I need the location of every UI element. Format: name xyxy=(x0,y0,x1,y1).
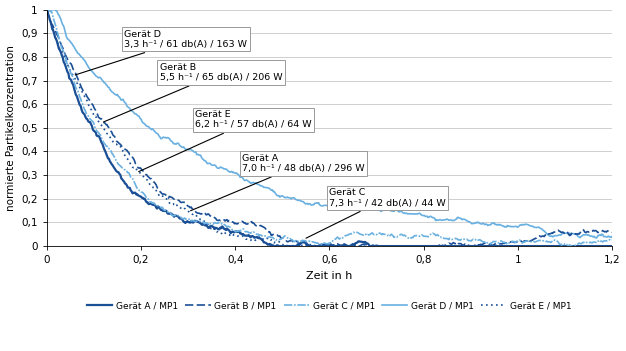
Gerät C / MP1 xyxy=(143,196,150,200)
Gerät D / MP1 xyxy=(143,124,150,128)
Gerät C / MP1 xyxy=(43,7,51,12)
Gerät D / MP1 xyxy=(188,148,196,152)
Gerät A / MP1 xyxy=(188,220,196,225)
Gerät D / MP1 xyxy=(469,221,476,226)
Gerät A / MP1 xyxy=(143,200,150,204)
Gerät B / MP1 xyxy=(377,244,384,248)
Gerät A / MP1 xyxy=(608,244,616,248)
Gerät A / MP1 xyxy=(421,244,429,248)
Text: Gerät A
7,0 h⁻¹ / 48 db(A) / 296 W: Gerät A 7,0 h⁻¹ / 48 db(A) / 296 W xyxy=(190,154,365,211)
Gerät D / MP1 xyxy=(299,199,306,204)
Gerät C / MP1 xyxy=(188,218,196,222)
Gerät D / MP1 xyxy=(43,7,51,12)
Line: Gerät E / MP1: Gerät E / MP1 xyxy=(47,9,612,246)
Gerät A / MP1 xyxy=(43,7,51,12)
Line: Gerät C / MP1: Gerät C / MP1 xyxy=(47,9,612,246)
Gerät C / MP1 xyxy=(421,234,428,238)
Text: Gerät B
5,5 h⁻¹ / 65 db(A) / 206 W: Gerät B 5,5 h⁻¹ / 65 db(A) / 206 W xyxy=(103,63,282,122)
Gerät A / MP1 xyxy=(470,244,477,248)
Y-axis label: normierte Partikelkonzentration: normierte Partikelkonzentration xyxy=(6,45,16,211)
Gerät D / MP1 xyxy=(592,236,600,240)
Gerät B / MP1 xyxy=(304,244,311,248)
X-axis label: Zeit in h: Zeit in h xyxy=(306,271,352,281)
Gerät B / MP1 xyxy=(299,242,306,246)
Gerät B / MP1 xyxy=(43,7,51,12)
Gerät C / MP1 xyxy=(568,244,575,248)
Gerät E / MP1 xyxy=(377,244,384,248)
Text: Gerät E
6,2 h⁻¹ / 57 db(A) / 64 W: Gerät E 6,2 h⁻¹ / 57 db(A) / 64 W xyxy=(139,110,312,172)
Gerät E / MP1 xyxy=(608,244,616,248)
Gerät C / MP1 xyxy=(299,238,306,242)
Gerät C / MP1 xyxy=(469,238,476,242)
Gerät E / MP1 xyxy=(470,244,477,248)
Gerät D / MP1 xyxy=(421,213,428,218)
Gerät C / MP1 xyxy=(376,231,384,235)
Gerät A / MP1 xyxy=(270,244,278,248)
Gerät E / MP1 xyxy=(143,178,150,182)
Text: Gerät D
3,3 h⁻¹ / 61 db(A) / 163 W: Gerät D 3,3 h⁻¹ / 61 db(A) / 163 W xyxy=(75,30,247,75)
Gerät E / MP1 xyxy=(421,244,429,248)
Gerät B / MP1 xyxy=(608,230,616,234)
Gerät B / MP1 xyxy=(421,244,429,248)
Gerät C / MP1 xyxy=(608,238,616,242)
Gerät B / MP1 xyxy=(470,244,477,248)
Gerät E / MP1 xyxy=(188,212,196,216)
Line: Gerät B / MP1: Gerät B / MP1 xyxy=(47,9,612,246)
Gerät B / MP1 xyxy=(188,206,196,211)
Gerät E / MP1 xyxy=(285,244,292,248)
Line: Gerät A / MP1: Gerät A / MP1 xyxy=(47,9,612,246)
Line: Gerät D / MP1: Gerät D / MP1 xyxy=(47,9,612,238)
Gerät E / MP1 xyxy=(300,244,307,248)
Gerät A / MP1 xyxy=(377,244,384,248)
Gerät D / MP1 xyxy=(376,208,384,212)
Gerät E / MP1 xyxy=(43,7,51,12)
Gerät B / MP1 xyxy=(143,173,150,177)
Gerät A / MP1 xyxy=(300,240,307,244)
Legend: Gerät A / MP1, Gerät B / MP1, Gerät C / MP1, Gerät D / MP1, Gerät E / MP1: Gerät A / MP1, Gerät B / MP1, Gerät C / … xyxy=(84,298,575,314)
Gerät D / MP1 xyxy=(608,234,616,239)
Text: Gerät C
7,3 h⁻¹ / 42 db(A) / 44 W: Gerät C 7,3 h⁻¹ / 42 db(A) / 44 W xyxy=(306,188,446,238)
